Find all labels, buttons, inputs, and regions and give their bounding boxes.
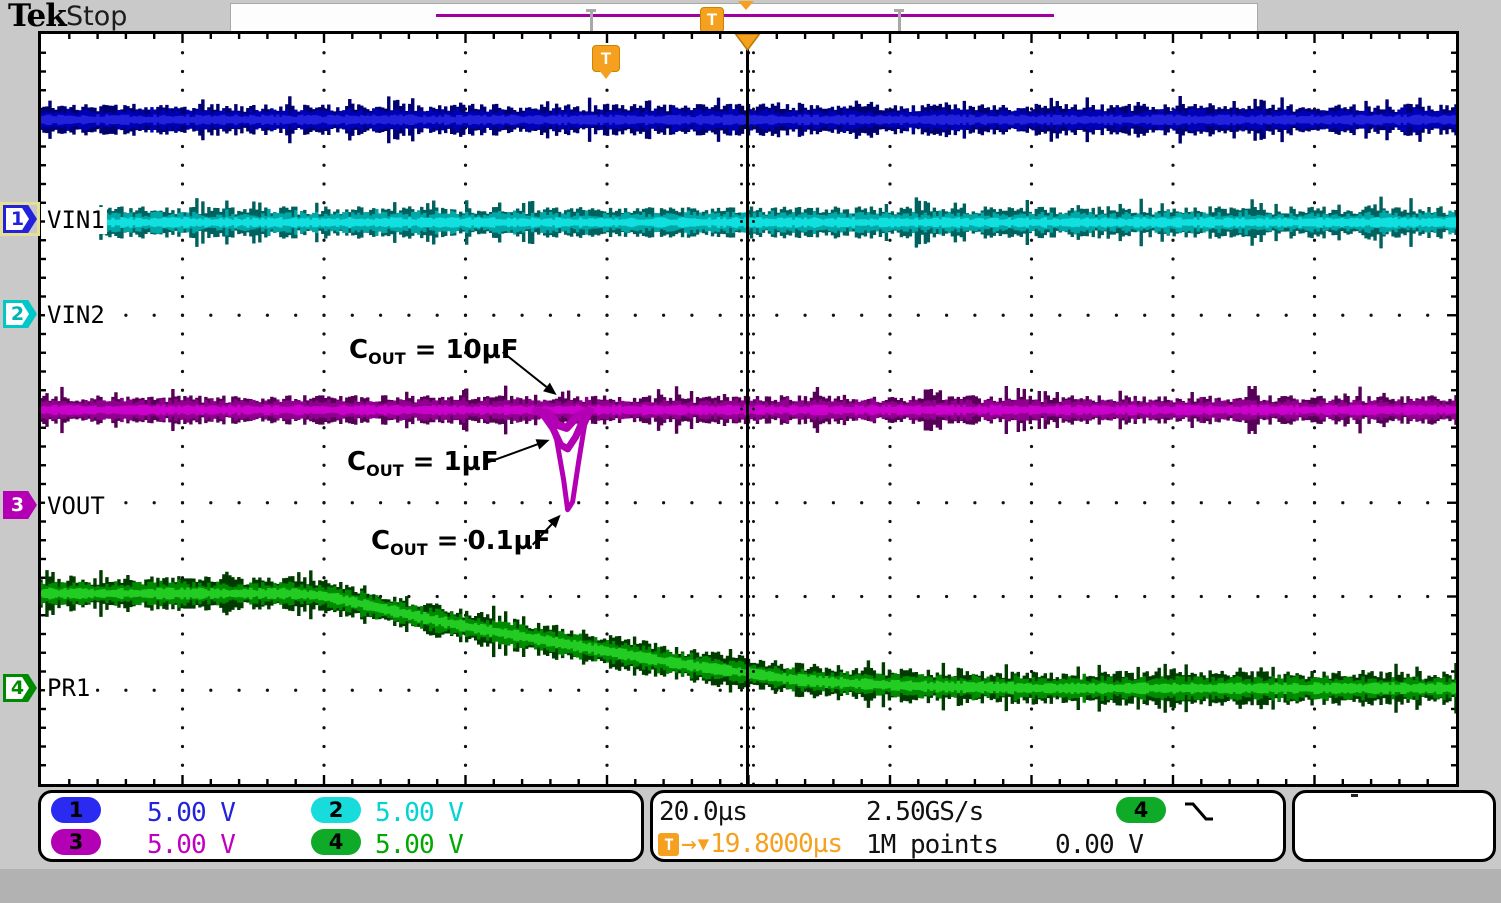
annotation-cout-10uf: COUT = 10µF (349, 335, 519, 368)
channel4-ground-marker[interactable]: 4 (3, 674, 37, 702)
annotation-cout-0p1uf: COUT = 0.1µF (371, 526, 551, 559)
waveform-canvas (41, 34, 1456, 784)
cursor-mark (1351, 794, 1358, 797)
record-trigger-marker[interactable]: T (700, 7, 724, 33)
empty-readout-box (1292, 790, 1496, 862)
channel1-ground-marker[interactable]: 1 (3, 205, 37, 233)
channel4-badge[interactable]: 4 (311, 829, 361, 855)
channel-scale-readouts: 1 5.00 V 2 5.00 V 3 5.00 V 4 5.00 V (38, 790, 644, 862)
channel-label-vout: VOUT (45, 492, 107, 520)
channel-label-vin1: VIN1 (45, 206, 107, 234)
record-line (436, 14, 1054, 17)
annotation-cout-1uf: COUT = 1µF (347, 447, 499, 480)
trigger-t-icon: T (658, 832, 679, 856)
acquisition-status: Stop (66, 1, 128, 32)
trigger-time-marker[interactable]: T (592, 45, 620, 79)
channel4-scale: 5.00 V (375, 830, 464, 860)
timebase-readout[interactable]: 20.0µs (659, 797, 748, 827)
channel1-badge[interactable]: 1 (51, 797, 101, 823)
acquisition-record-bar: T (230, 1, 1258, 38)
graticule: VIN1 VIN2 VOUT PR1 COUT = 10µF COUT = 1µ… (38, 31, 1459, 787)
channel3-badge[interactable]: 3 (51, 829, 101, 855)
channel3-ground-marker[interactable]: 3 (3, 491, 37, 519)
trigger-level-readout[interactable]: 0.00 V (1055, 830, 1144, 860)
trigger-arrow-icon: → (681, 829, 697, 859)
bottom-bezel-strip (0, 869, 1501, 903)
record-position-triangle-icon[interactable] (738, 1, 754, 10)
timebase-trigger-readouts: 20.0µs 2.50GS/s 4 T → ▼ 19.8000µs 1M points… (650, 790, 1286, 862)
channel2-ground-marker[interactable]: 2 (3, 300, 37, 328)
trigger-position-readout[interactable]: T → ▼ 19.8000µs (658, 829, 843, 859)
sample-rate-readout: 2.50GS/s (866, 797, 984, 827)
trigger-source-badge[interactable]: 4 (1116, 797, 1166, 823)
channel2-scale: 5.00 V (375, 798, 464, 828)
trigger-triangle-icon: ▼ (697, 833, 709, 855)
falling-edge-icon (1185, 802, 1213, 821)
record-length-readout: 1M points (866, 830, 999, 860)
tek-logo: Tek (8, 0, 67, 34)
channel3-scale: 5.00 V (147, 830, 236, 860)
channel-label-vin2: VIN2 (45, 301, 107, 329)
channel-label-pr1: PR1 (45, 674, 93, 702)
channel1-scale: 5.00 V (147, 798, 236, 828)
channel2-badge[interactable]: 2 (311, 797, 361, 823)
